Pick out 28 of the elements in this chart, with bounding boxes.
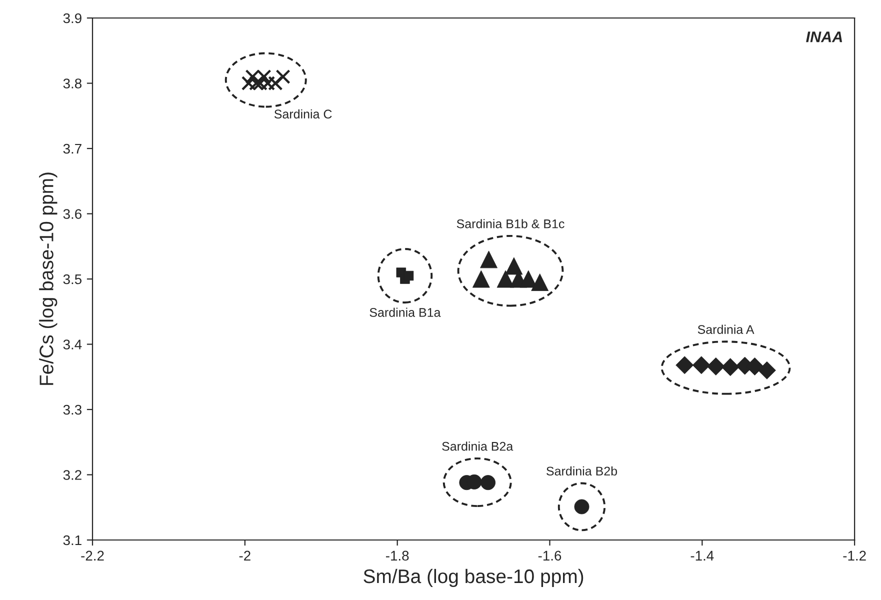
x-axis-title: Sm/Ba (log base-10 ppm) (364, 568, 584, 588)
x-tick-label: -2.2 (81, 550, 104, 560)
y-tick-label: 3.1 (63, 535, 82, 546)
y-tick-label: 3.7 (63, 144, 82, 154)
point (558, 482, 606, 532)
text: Sardinia B1b & B1c (456, 219, 564, 228)
point (692, 356, 710, 374)
y-tick-label: 3.6 (63, 209, 82, 219)
y-tick-label: 3.4 (63, 340, 82, 350)
point (276, 69, 290, 84)
y-tick-label: 3.3 (63, 404, 82, 415)
x-tick-label: -1.4 (690, 550, 714, 560)
series-label: Sardinia C (274, 109, 332, 119)
x-tick-label: -2 (239, 550, 250, 560)
text: Sardinia B1a (370, 308, 441, 317)
text: Sardinia B2b (546, 466, 618, 476)
x-tick-label: -1.2 (843, 550, 866, 560)
annotation: INAA (806, 32, 842, 42)
x-tick-label: -1.6 (538, 550, 562, 561)
x-tick-label: -1.8 (386, 550, 409, 561)
text: Sardinia B2a (442, 442, 514, 451)
y-tick-label: 3.5 (63, 274, 82, 284)
y-tick-label: 3.2 (63, 470, 82, 480)
y-tick-label: 3.8 (63, 78, 82, 88)
y-axis-title: Fe/Cs (log base-10 ppm) (39, 172, 58, 385)
y-tick-label: 3.9 (63, 13, 82, 24)
series-label: Sardinia A (698, 324, 754, 334)
point (480, 475, 496, 490)
